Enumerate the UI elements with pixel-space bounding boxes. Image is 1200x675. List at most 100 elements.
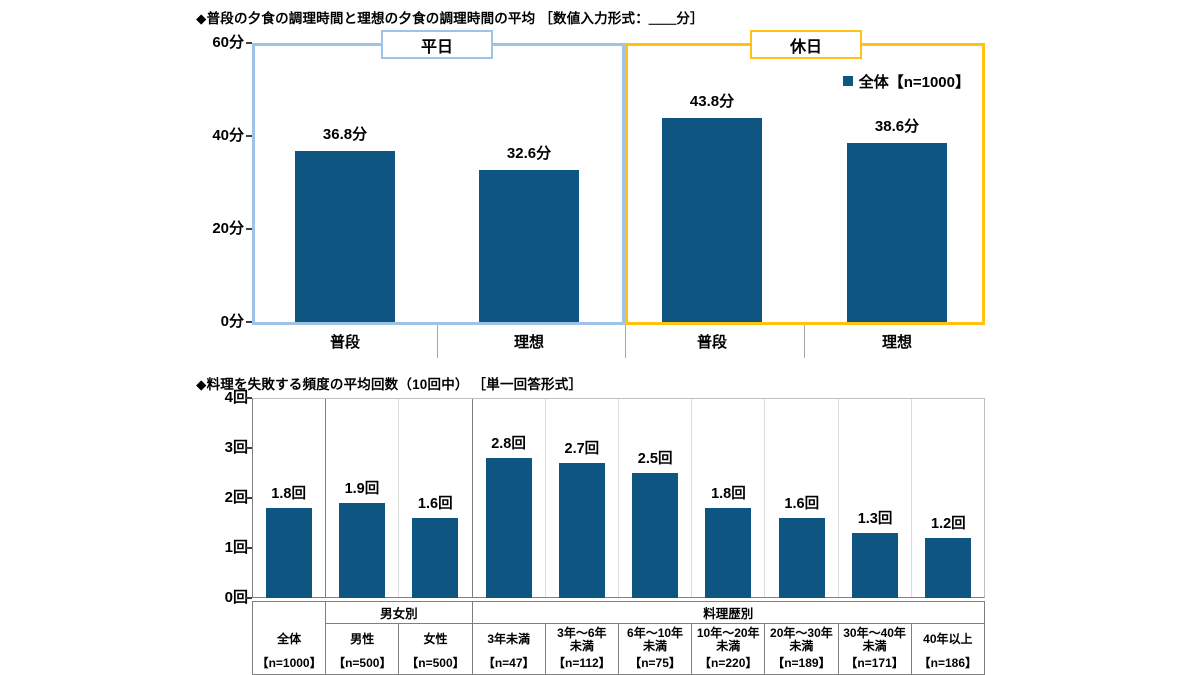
legend: 全体【n=1000】 [800, 72, 970, 91]
value-label: 2.8回 [491, 436, 526, 452]
table-row: 全体 【n=1000】 男女別 料理歴別 [251, 601, 986, 675]
chart1-ytick-0: 0分 [220, 313, 244, 330]
bar [338, 503, 385, 598]
category-name: 40年以上 [923, 632, 973, 647]
plot-column [765, 399, 839, 597]
bar [852, 533, 899, 598]
legend-swatch-icon [842, 76, 853, 86]
chart2-tickmark [246, 597, 252, 599]
sample-size: 【n=75】 [629, 656, 681, 670]
bar [778, 518, 825, 598]
chart2-tickmark [246, 397, 252, 399]
category-name: 3年未満 [487, 632, 530, 647]
chart2-plot-area [252, 398, 985, 598]
plot-column [253, 399, 327, 597]
chart2-title: ◆料理を失敗する頻度の平均回数（10回中） ［単一回答形式］ [196, 377, 583, 392]
bar-holiday-risou [847, 142, 947, 322]
value-label: 1.6回 [417, 496, 453, 512]
plot-column [692, 399, 766, 597]
value-label: 1.8回 [711, 486, 746, 502]
category-name: 20年～30年 未満 [770, 625, 833, 653]
cell-exp-3-6: 3年～6年 未満【n=112】 [544, 623, 619, 675]
value-label: 1.3回 [857, 511, 893, 527]
value-label: 1.2回 [931, 516, 966, 532]
cell-exp-20-30: 20年～30年 未満【n=189】 [764, 623, 839, 675]
cell-exp-10-20: 10年～20年 未満【n=220】 [691, 623, 766, 675]
category-separator [625, 325, 626, 358]
sample-size: 【n=47】 [482, 656, 535, 670]
category-name: 6年～10年 未満 [627, 625, 684, 653]
value-label: 1.8回 [271, 486, 306, 502]
bar [412, 518, 459, 598]
chart2-ytick-4: 4回 [224, 389, 248, 406]
xtick-label: 理想 [513, 334, 544, 351]
value-label: 32.6分 [506, 145, 552, 163]
value-label: 1.9回 [344, 481, 380, 497]
cell-exp-6-10: 6年～10年 未満【n=75】 [617, 623, 693, 675]
value-label: 2.5回 [637, 451, 673, 467]
cell-exp-40plus: 40年以上【n=186】 [910, 623, 986, 675]
chart2-ytick-2: 2回 [224, 489, 248, 506]
weekday-label-box: 平日 [381, 30, 493, 59]
plot-column [326, 399, 400, 597]
cell-exp-30-40: 30年～40年 未満【n=171】 [837, 623, 912, 675]
plot-column [839, 399, 912, 597]
category-separator [437, 325, 438, 358]
bar [485, 458, 532, 598]
sample-size: 【n=1000】 [256, 656, 322, 670]
plot-column [473, 399, 546, 597]
bar [265, 508, 312, 598]
category-separator [804, 325, 805, 358]
legend-label: 全体【n=1000】 [858, 73, 970, 91]
bar [705, 508, 752, 598]
chart1-tickmark [246, 321, 252, 323]
value-label: 38.6分 [874, 117, 920, 135]
bar-weekday-futsudan [295, 150, 395, 322]
value-label: 1.6回 [784, 496, 820, 512]
group-header-experience: 料理歴別 [471, 601, 986, 624]
sample-size: 【n=189】 [772, 656, 831, 670]
value-label: 43.8分 [689, 93, 735, 111]
sample-size: 【n=220】 [699, 656, 758, 670]
chart1-tickmark [246, 135, 252, 137]
group-header-gender: 男女別 [325, 601, 473, 624]
category-name: 3年～6年 未満 [557, 625, 607, 653]
bar [925, 538, 972, 598]
demographic-table: 全体 【n=1000】 男女別 料理歴別 男性【n=500】 女性【n=500】… [251, 601, 986, 675]
bar [558, 463, 605, 598]
category-name: 男性 [350, 632, 375, 647]
sample-size: 【n=500】 [406, 656, 465, 670]
xtick-label: 普段 [696, 334, 727, 351]
sample-size: 【n=186】 [918, 656, 978, 670]
bar-holiday-futsudan [662, 118, 762, 322]
sample-size: 【n=500】 [333, 656, 392, 670]
cell-female: 女性【n=500】 [398, 623, 473, 675]
chart2-tickmark [246, 447, 252, 449]
chart1-tickmark [246, 42, 252, 44]
category-name: 10年～20年 未満 [696, 625, 760, 653]
holiday-label: 休日 [789, 38, 822, 56]
xtick-label: 普段 [329, 334, 360, 351]
category-name: 全体 [277, 631, 302, 646]
bar-weekday-risou [479, 170, 579, 322]
chart1-tickmark [246, 228, 252, 230]
chart2-ytick-0: 0回 [224, 589, 248, 606]
chart2-ytick-1: 1回 [224, 539, 248, 556]
chart2-ytick-3: 3回 [224, 439, 248, 456]
chart1-ytick-60: 60分 [212, 34, 244, 51]
category-name: 30年～40年 未満 [843, 625, 906, 653]
plot-column [619, 399, 693, 597]
holiday-label-box: 休日 [750, 30, 862, 59]
plot-column [399, 399, 473, 597]
value-label: 2.7回 [564, 441, 600, 457]
sample-size: 【n=171】 [845, 656, 904, 670]
cell-zentai: 全体 【n=1000】 [251, 601, 327, 675]
plot-column [546, 399, 620, 597]
sample-size: 【n=112】 [552, 656, 611, 670]
chart2-tickmark [246, 497, 252, 499]
category-name: 女性 [423, 632, 448, 647]
chart1-title: ◆普段の夕食の調理時間と理想の夕食の調理時間の平均 ［数値入力形式：＿＿分］ [196, 11, 704, 26]
cell-male: 男性【n=500】 [325, 623, 400, 675]
chart2-tickmark [246, 547, 252, 549]
